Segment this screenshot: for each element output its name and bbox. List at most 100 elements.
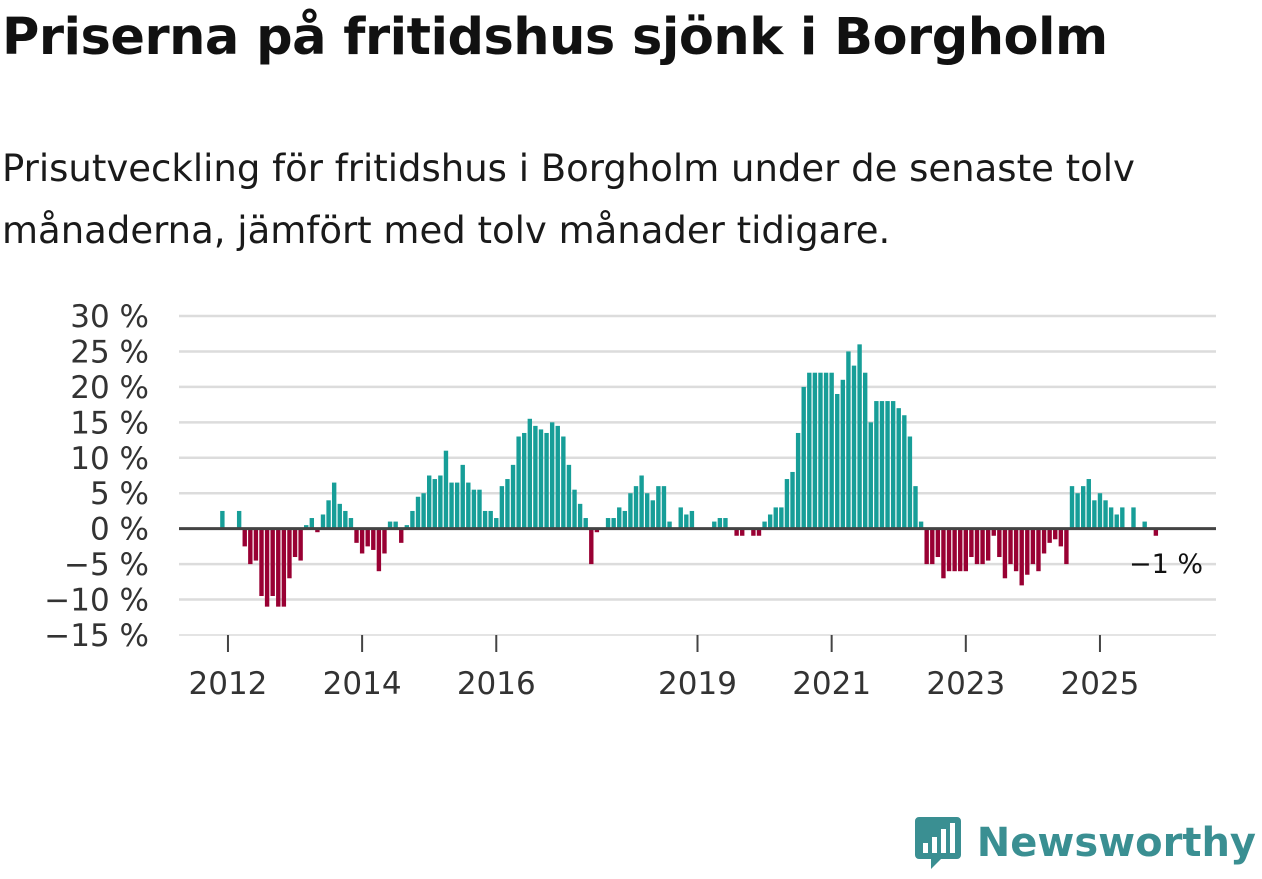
bar xyxy=(371,528,376,550)
bar xyxy=(236,510,242,529)
bar xyxy=(410,510,415,529)
bar xyxy=(1019,528,1024,586)
bar xyxy=(577,503,583,529)
bar xyxy=(605,518,611,529)
bar xyxy=(248,528,253,565)
newsworthy-logo-icon xyxy=(914,817,961,869)
bar xyxy=(684,514,689,529)
bar xyxy=(494,518,499,529)
bar xyxy=(477,489,482,529)
bar xyxy=(359,528,365,554)
bar xyxy=(1036,528,1041,572)
bar xyxy=(343,510,348,529)
bar xyxy=(304,525,309,529)
bar xyxy=(1131,507,1136,529)
bar xyxy=(566,464,572,529)
gridlines xyxy=(179,314,1216,636)
bar xyxy=(421,493,426,529)
bar xyxy=(337,503,342,529)
bar xyxy=(253,528,259,561)
bar xyxy=(382,528,387,554)
bar xyxy=(482,510,488,529)
bar xyxy=(1092,500,1097,529)
bar xyxy=(276,528,281,607)
bar xyxy=(751,528,756,536)
bar xyxy=(264,528,270,607)
x-tick-label: 2025 xyxy=(1061,666,1140,702)
bar xyxy=(689,510,695,529)
bar xyxy=(449,482,454,529)
bar xyxy=(997,528,1002,558)
bar xyxy=(281,528,287,607)
bar xyxy=(879,401,885,529)
bar xyxy=(823,372,829,529)
bar xyxy=(756,528,762,536)
bar xyxy=(678,507,683,529)
bar xyxy=(980,528,985,565)
bar xyxy=(1097,493,1103,529)
bar xyxy=(404,525,410,529)
y-tick-label: 10 % xyxy=(70,441,149,477)
y-tick-label: 0 % xyxy=(90,512,149,548)
bar xyxy=(835,393,840,529)
bar xyxy=(851,365,857,529)
bar xyxy=(846,351,851,529)
bar xyxy=(505,479,510,529)
x-tick-label: 2012 xyxy=(189,666,268,702)
bar xyxy=(930,528,935,565)
bar xyxy=(399,528,404,543)
bar xyxy=(740,528,745,536)
y-tick-label: 20 % xyxy=(70,370,149,406)
y-tick-label: −5 % xyxy=(64,547,149,583)
y-tick-label: −10 % xyxy=(44,583,149,619)
bar xyxy=(790,471,795,529)
bar xyxy=(572,489,577,529)
bar xyxy=(488,510,493,529)
bar xyxy=(1120,507,1125,529)
bar xyxy=(1053,528,1058,540)
bar xyxy=(443,450,449,529)
bar xyxy=(561,436,566,529)
bar xyxy=(717,518,723,529)
bar xyxy=(656,486,661,529)
bar xyxy=(723,518,728,529)
bar xyxy=(298,528,303,561)
bar xyxy=(650,500,655,529)
bar xyxy=(365,528,370,547)
bar xyxy=(1142,521,1147,529)
bar xyxy=(1114,514,1119,529)
bar xyxy=(454,482,460,529)
y-tick-label: −15 % xyxy=(44,618,149,654)
bar xyxy=(1008,528,1013,565)
bar xyxy=(1153,528,1159,536)
bar xyxy=(220,510,225,529)
bar xyxy=(913,486,918,529)
y-tick-label: 15 % xyxy=(70,405,149,441)
bar xyxy=(1103,500,1108,529)
bar xyxy=(331,482,337,529)
x-axis: 2012 2014 2016 2019 2021 2023 2025 xyxy=(189,635,1140,702)
bar xyxy=(941,528,946,579)
bar xyxy=(857,344,862,529)
bar xyxy=(393,521,398,529)
bar xyxy=(784,479,790,529)
bar xyxy=(829,372,834,529)
bar xyxy=(762,521,767,529)
bar xyxy=(918,521,924,529)
bar xyxy=(242,528,247,547)
bar xyxy=(432,479,437,529)
bar xyxy=(862,372,868,529)
bar xyxy=(1086,479,1091,529)
bar xyxy=(890,401,896,529)
bar xyxy=(376,528,382,572)
bar xyxy=(712,521,717,529)
bar xyxy=(902,415,907,529)
bar xyxy=(633,486,639,529)
bar xyxy=(555,425,560,529)
x-tick-label: 2019 xyxy=(658,666,737,702)
bar xyxy=(773,507,778,529)
bar xyxy=(354,528,359,543)
last-value-label: −1 % xyxy=(1129,549,1203,580)
bar xyxy=(438,475,443,529)
bar xyxy=(868,422,873,529)
